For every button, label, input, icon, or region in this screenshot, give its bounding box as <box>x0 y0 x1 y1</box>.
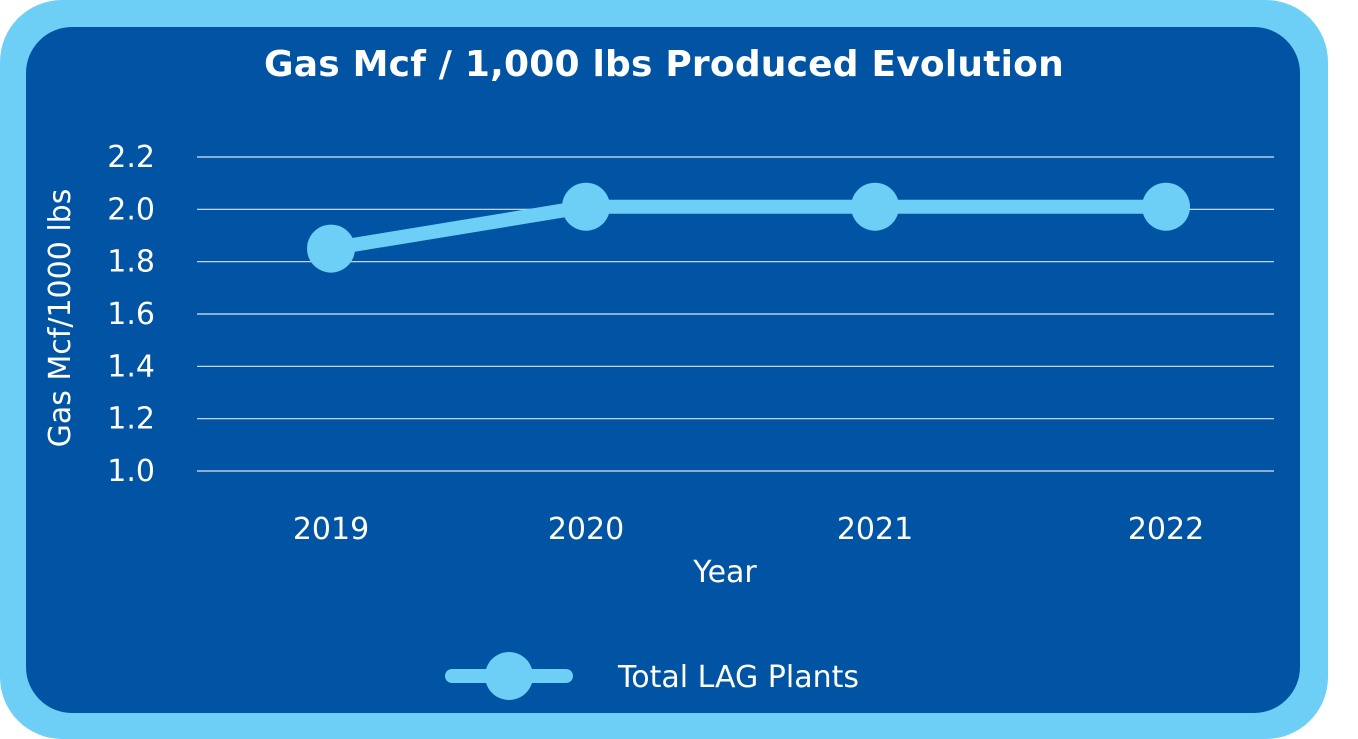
y-tick-labels: 1.0 1.2 1.4 1.6 1.8 2.0 2.2 <box>107 140 155 489</box>
y-axis-label: Gas Mcf/1000 lbs <box>43 189 78 448</box>
y-tick-label: 2.0 <box>107 192 155 227</box>
x-axis-label: Year <box>692 555 757 590</box>
y-tick-label: 2.2 <box>107 140 155 175</box>
x-tick-label: 2021 <box>837 512 913 547</box>
y-tick-label: 1.6 <box>107 297 155 332</box>
data-point <box>562 182 610 231</box>
y-tick-label: 1.8 <box>107 245 155 280</box>
data-point <box>1142 182 1190 231</box>
legend-marker-swatch <box>485 652 533 700</box>
x-tick-label: 2020 <box>548 512 624 547</box>
series-line <box>324 199 1173 256</box>
chart-panel <box>26 27 1300 713</box>
chart-title: Gas Mcf / 1,000 lbs Produced Evolution <box>264 44 1064 85</box>
x-tick-label: 2022 <box>1128 512 1204 547</box>
series-total-lag-plants <box>307 182 1190 273</box>
x-tick-labels: 2019 2020 2021 2022 <box>293 512 1204 547</box>
y-tick-label: 1.0 <box>107 454 155 489</box>
x-tick-label: 2019 <box>293 512 369 547</box>
legend: Total LAG Plants <box>445 652 859 700</box>
data-point <box>851 182 899 231</box>
y-tick-label: 1.2 <box>107 402 155 437</box>
data-point <box>307 224 355 273</box>
legend-label: Total LAG Plants <box>617 660 859 695</box>
y-tick-label: 1.4 <box>107 349 155 384</box>
